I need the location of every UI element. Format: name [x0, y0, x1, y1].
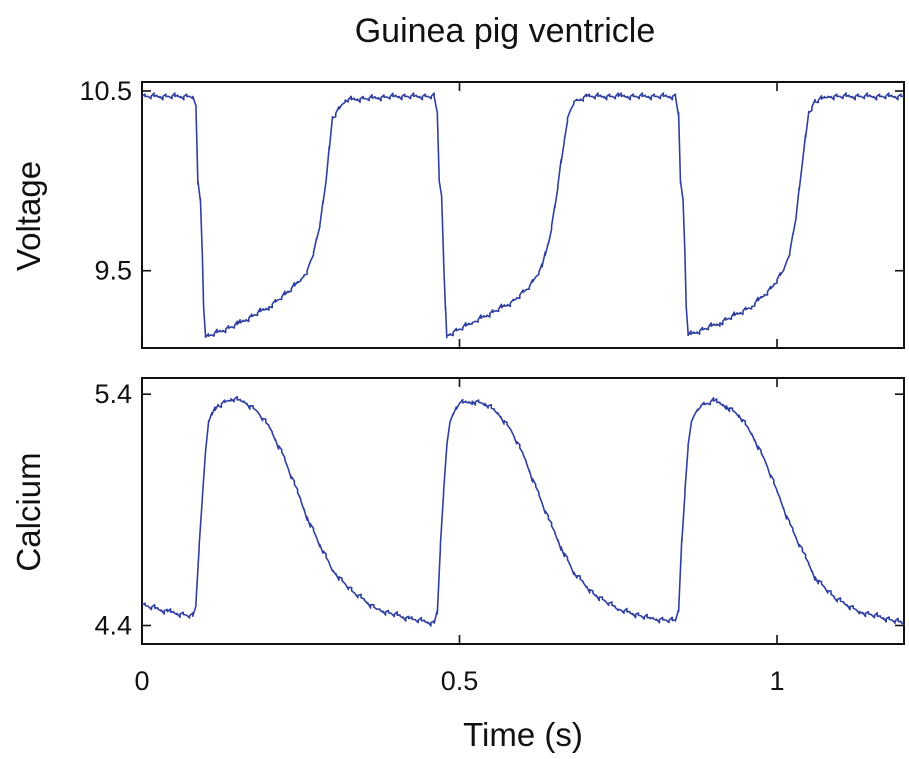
calcium-trace-line	[141, 395, 905, 627]
voltage-plot-frame	[141, 81, 905, 349]
calcium-y-tick-label: 5.4	[94, 379, 132, 409]
chart-title: Guinea pig ventricle	[355, 12, 656, 50]
voltage-tick-marks	[141, 82, 904, 348]
voltage-trace-group	[141, 92, 904, 339]
voltage-axis-label: Voltage	[10, 161, 47, 271]
calcium-y-tick-label: 4.4	[94, 610, 132, 640]
voltage-y-tick-labels: 9.5 10.5	[79, 76, 132, 286]
calcium-trace-group	[141, 395, 905, 627]
x-axis-label: Time (s)	[463, 716, 583, 753]
calcium-tick-marks	[141, 378, 904, 644]
calcium-panel: 4.4 5.4 Calcium	[10, 377, 905, 645]
x-tick-label: 0.5	[441, 666, 479, 696]
voltage-trace-line	[141, 92, 904, 339]
voltage-panel: 9.5 10.5 Voltage	[10, 76, 905, 349]
voltage-y-tick-label: 9.5	[94, 256, 132, 286]
x-tick-labels: 0 0.5 1	[134, 666, 784, 696]
voltage-y-tick-label: 10.5	[79, 76, 132, 106]
x-tick-label: 1	[769, 666, 784, 696]
calcium-plot-frame	[141, 377, 905, 645]
calcium-axis-label: Calcium	[10, 452, 47, 571]
calcium-y-tick-labels: 4.4 5.4	[94, 379, 132, 640]
x-tick-label: 0	[134, 666, 149, 696]
